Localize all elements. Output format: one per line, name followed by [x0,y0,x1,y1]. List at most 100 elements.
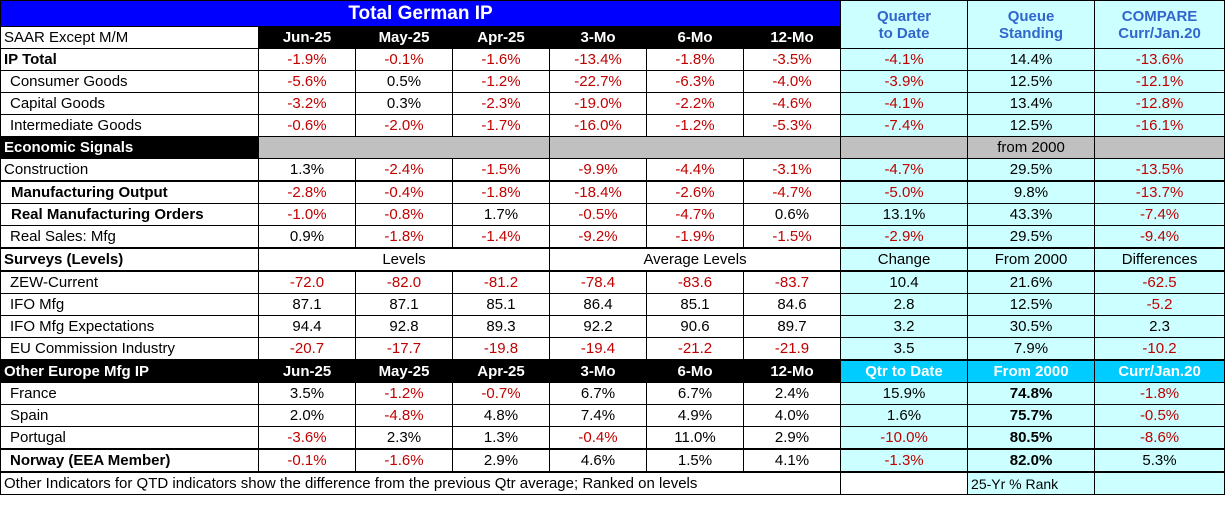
qtd-header: Qtr to Date [840,359,969,383]
compare-cell: -7.4% [1094,203,1226,226]
change-label: Change [840,247,969,272]
value-cell: -2.6% [646,180,744,204]
value-cell: -1.7% [452,114,550,137]
value-cell: -13.4% [549,48,647,71]
compare-cell: 5.3% [1094,448,1226,473]
value-cell: -1.2% [646,114,744,137]
compare-cell: -13.5% [1094,158,1226,182]
section-row: Economic Signals from 2000 [0,136,1226,159]
value-cell: -0.4% [549,426,647,450]
value-cell: 1.3% [452,426,550,450]
table-row: IFO Mfg 87.1 87.1 85.1 86.4 85.1 84.6 2.8 12.5% -… [0,293,1226,316]
value-cell: -17.7 [355,337,453,361]
value-cell: -0.5% [549,203,647,226]
value-cell: -1.5% [452,158,550,182]
qtd-cell: -7.4% [840,114,969,137]
value-cell: -19.4 [549,337,647,361]
qtd-header: Quarter to Date [840,0,969,49]
qtd-cell: -3.9% [840,70,969,93]
value-cell: 4.9% [646,404,744,427]
value-cell: -4.7% [646,203,744,226]
compare-header: COMPARE Curr/Jan.20 [1094,0,1226,49]
value-cell: 4.8% [452,404,550,427]
value-cell: -4.0% [742,70,842,93]
row-label: EU Commission Industry [0,337,259,361]
table-row: Manufacturing Output -2.8% -0.4% -1.8% -18.4… [0,180,1226,204]
value-cell: 3.5% [258,382,356,405]
value-cell: -2.4% [355,158,453,182]
row-label: ZEW-Current [0,270,259,294]
queue-cell: 43.3% [967,203,1096,226]
value-cell: 2.3% [355,426,453,450]
queue-cell: 30.5% [967,315,1096,338]
gray-band [258,136,550,159]
value-cell: 2.4% [742,382,842,405]
queue-cell: 13.4% [967,92,1096,115]
value-cell: -1.9% [646,225,744,249]
qtd-cell: 15.9% [840,382,969,405]
qtd-cell: 13.1% [840,203,969,226]
value-cell: 6.7% [549,382,647,405]
value-cell: -81.2 [452,270,550,294]
value-cell: 89.3 [452,315,550,338]
col-header: 3-Mo [549,26,647,49]
queue-cell: 29.5% [967,225,1096,249]
value-cell: -82.0 [355,270,453,294]
value-cell: 1.5% [646,448,744,473]
compare-cell: -9.4% [1094,225,1226,249]
qtd-cell: 3.5 [840,337,969,361]
table-row: Capital Goods -3.2% 0.3% -2.3% -19.0% -2.2% -4… [0,92,1226,115]
qtd-cell: 1.6% [840,404,969,427]
value-cell: -5.3% [742,114,842,137]
saar-label: SAAR Except M/M [0,26,259,49]
section-label: Surveys (Levels) [0,247,259,272]
queue-cell: 74.8% [967,382,1096,405]
value-cell: -1.2% [452,70,550,93]
col-header: 6-Mo [646,26,744,49]
qtd-cell: 3.2 [840,315,969,338]
queue-cell: 12.5% [967,114,1096,137]
value-cell: -2.0% [355,114,453,137]
value-cell: 0.5% [355,70,453,93]
value-cell: 92.8 [355,315,453,338]
queue-cell: 12.5% [967,293,1096,316]
empty-cell [840,471,969,495]
value-cell: -0.4% [355,180,453,204]
queue-cell: 12.5% [967,70,1096,93]
col-header: 12-Mo [742,26,842,49]
value-cell: 4.6% [549,448,647,473]
value-cell: -22.7% [549,70,647,93]
value-cell: -21.9 [742,337,842,361]
queue-cell: 9.8% [967,180,1096,204]
row-label: Capital Goods [0,92,259,115]
qtd-cell: -1.3% [840,448,969,473]
empty-cell [1094,471,1226,495]
row-label: Portugal [0,426,259,450]
compare-cell: -8.6% [1094,426,1226,450]
value-cell: -1.4% [452,225,550,249]
queue-cell: 80.5% [967,426,1096,450]
value-cell: 85.1 [646,293,744,316]
row-label: Spain [0,404,259,427]
table-row: Construction 1.3% -2.4% -1.5% -9.9% -4.4% -3.1… [0,158,1226,182]
value-cell: 4.1% [742,448,842,473]
value-cell: -20.7 [258,337,356,361]
compare-cell: 2.3 [1094,315,1226,338]
value-cell: 1.7% [452,203,550,226]
qtd-cell: -4.1% [840,48,969,71]
value-cell: 7.4% [549,404,647,427]
from-2000-label: from 2000 [967,136,1096,159]
value-cell: 0.6% [742,203,842,226]
compare-cell: -62.5 [1094,270,1226,294]
value-cell: -0.7% [452,382,550,405]
value-cell: -2.8% [258,180,356,204]
row-label: IP Total [0,48,259,71]
row-label: Norway (EEA Member) [0,448,259,473]
queue-cell: 82.0% [967,448,1096,473]
value-cell: 4.0% [742,404,842,427]
value-cell: 87.1 [355,293,453,316]
value-cell: -5.6% [258,70,356,93]
row-label: Consumer Goods [0,70,259,93]
qtd-cell: 10.4 [840,270,969,294]
value-cell: -16.0% [549,114,647,137]
